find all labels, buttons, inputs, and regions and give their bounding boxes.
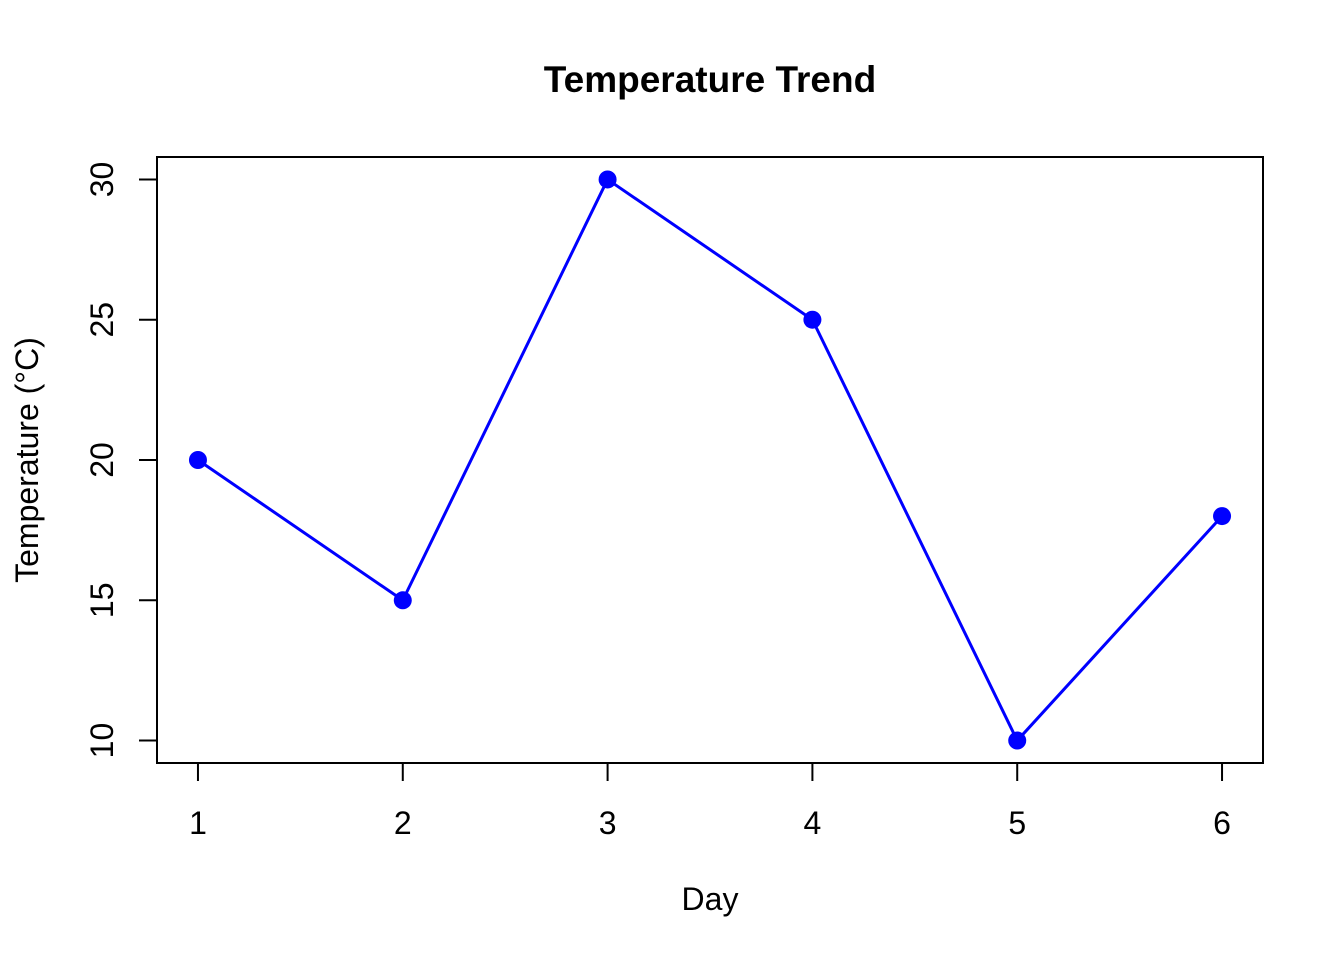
x-tick-label: 1 [189, 805, 207, 841]
x-tick-label: 4 [804, 805, 822, 841]
y-axis-label: Temperature (°C) [9, 337, 45, 583]
plot-border [156, 156, 1264, 764]
y-tick-label: 10 [84, 723, 120, 759]
data-point [1008, 731, 1027, 750]
data-point [1213, 507, 1232, 526]
y-tick-label: 20 [84, 442, 120, 478]
x-tick-label: 6 [1213, 805, 1231, 841]
x-tick-label: 2 [394, 805, 412, 841]
data-point [188, 451, 207, 469]
y-tick-label: 15 [84, 582, 120, 618]
x-tick-label: 3 [599, 805, 617, 841]
data-series [188, 170, 1232, 750]
data-point [393, 591, 412, 610]
data-point [803, 310, 822, 329]
x-tick-label: 5 [1008, 805, 1026, 841]
axis-ticks: 1 2 3 4 5 6 10 15 20 25 30 [84, 162, 1231, 841]
y-tick-label: 30 [84, 162, 120, 198]
data-point [598, 170, 617, 189]
trend-line [197, 177, 1224, 743]
x-axis-label: Day [682, 881, 739, 917]
y-tick-label: 25 [84, 302, 120, 338]
chart-title: Temperature Trend [544, 59, 876, 100]
